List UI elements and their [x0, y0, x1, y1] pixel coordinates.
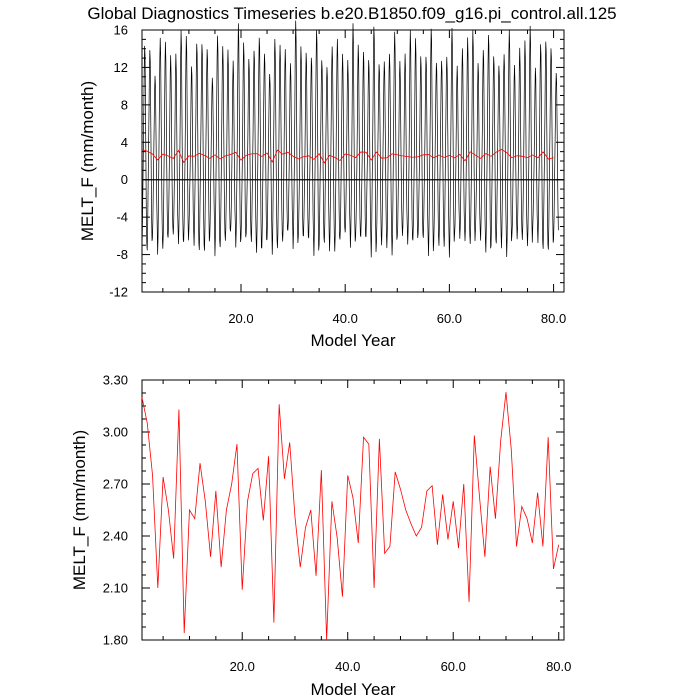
- top-panel: Model Year MELT_F (mm/month) -12 -8 -4 0 4 8 1…: [78, 20, 566, 350]
- top-y-axis-label: MELT_F (mm/month): [78, 81, 97, 241]
- bottom-xtick-label: 20.0: [230, 659, 255, 674]
- top-ytick-label: -12: [109, 285, 128, 300]
- bottom-ytick-label: 1.80: [103, 633, 128, 648]
- top-plot-frame: [141, 29, 565, 293]
- bottom-ytick-label: 3.30: [103, 373, 128, 388]
- top-annual-mean-series: [141, 149, 554, 164]
- bottom-plot-frame: [141, 379, 565, 641]
- bottom-ytick-label: 3.00: [103, 425, 128, 440]
- top-ytick-label: 12: [114, 60, 128, 75]
- top-ytick-label: 0: [121, 172, 128, 187]
- bottom-ytick-label: 2.70: [103, 477, 128, 492]
- bottom-y-axis-label: MELT_F (mm/month): [70, 430, 89, 590]
- top-ytick-label: 4: [121, 135, 128, 150]
- top-ytick-label: -8: [116, 247, 128, 262]
- bottom-xtick-label: 40.0: [335, 659, 360, 674]
- top-ytick-label: -4: [116, 210, 128, 225]
- bottom-ytick-label: 2.40: [103, 529, 128, 544]
- top-xtick-label: 40.0: [333, 311, 358, 326]
- bottom-panel: Model Year MELT_F (mm/month) 1.80 2.10 2.4…: [70, 373, 571, 700]
- top-ytick-label: 8: [121, 97, 128, 112]
- top-ytick-label: 16: [114, 23, 128, 38]
- top-x-axis-label: Model Year: [310, 331, 395, 350]
- figure-title: Global Diagnostics Timeseries b.e20.B185…: [87, 4, 616, 23]
- bottom-annual-mean-series: [141, 392, 560, 641]
- top-xtick-label: 60.0: [437, 311, 462, 326]
- top-xtick-label: 80.0: [541, 311, 566, 326]
- top-xtick-label: 20.0: [228, 311, 253, 326]
- bottom-xtick-label: 60.0: [441, 659, 466, 674]
- top-monthly-series: [141, 20, 559, 258]
- bottom-x-axis-label: Model Year: [310, 680, 395, 699]
- bottom-ytick-label: 2.10: [103, 581, 128, 596]
- bottom-xtick-label: 80.0: [546, 659, 571, 674]
